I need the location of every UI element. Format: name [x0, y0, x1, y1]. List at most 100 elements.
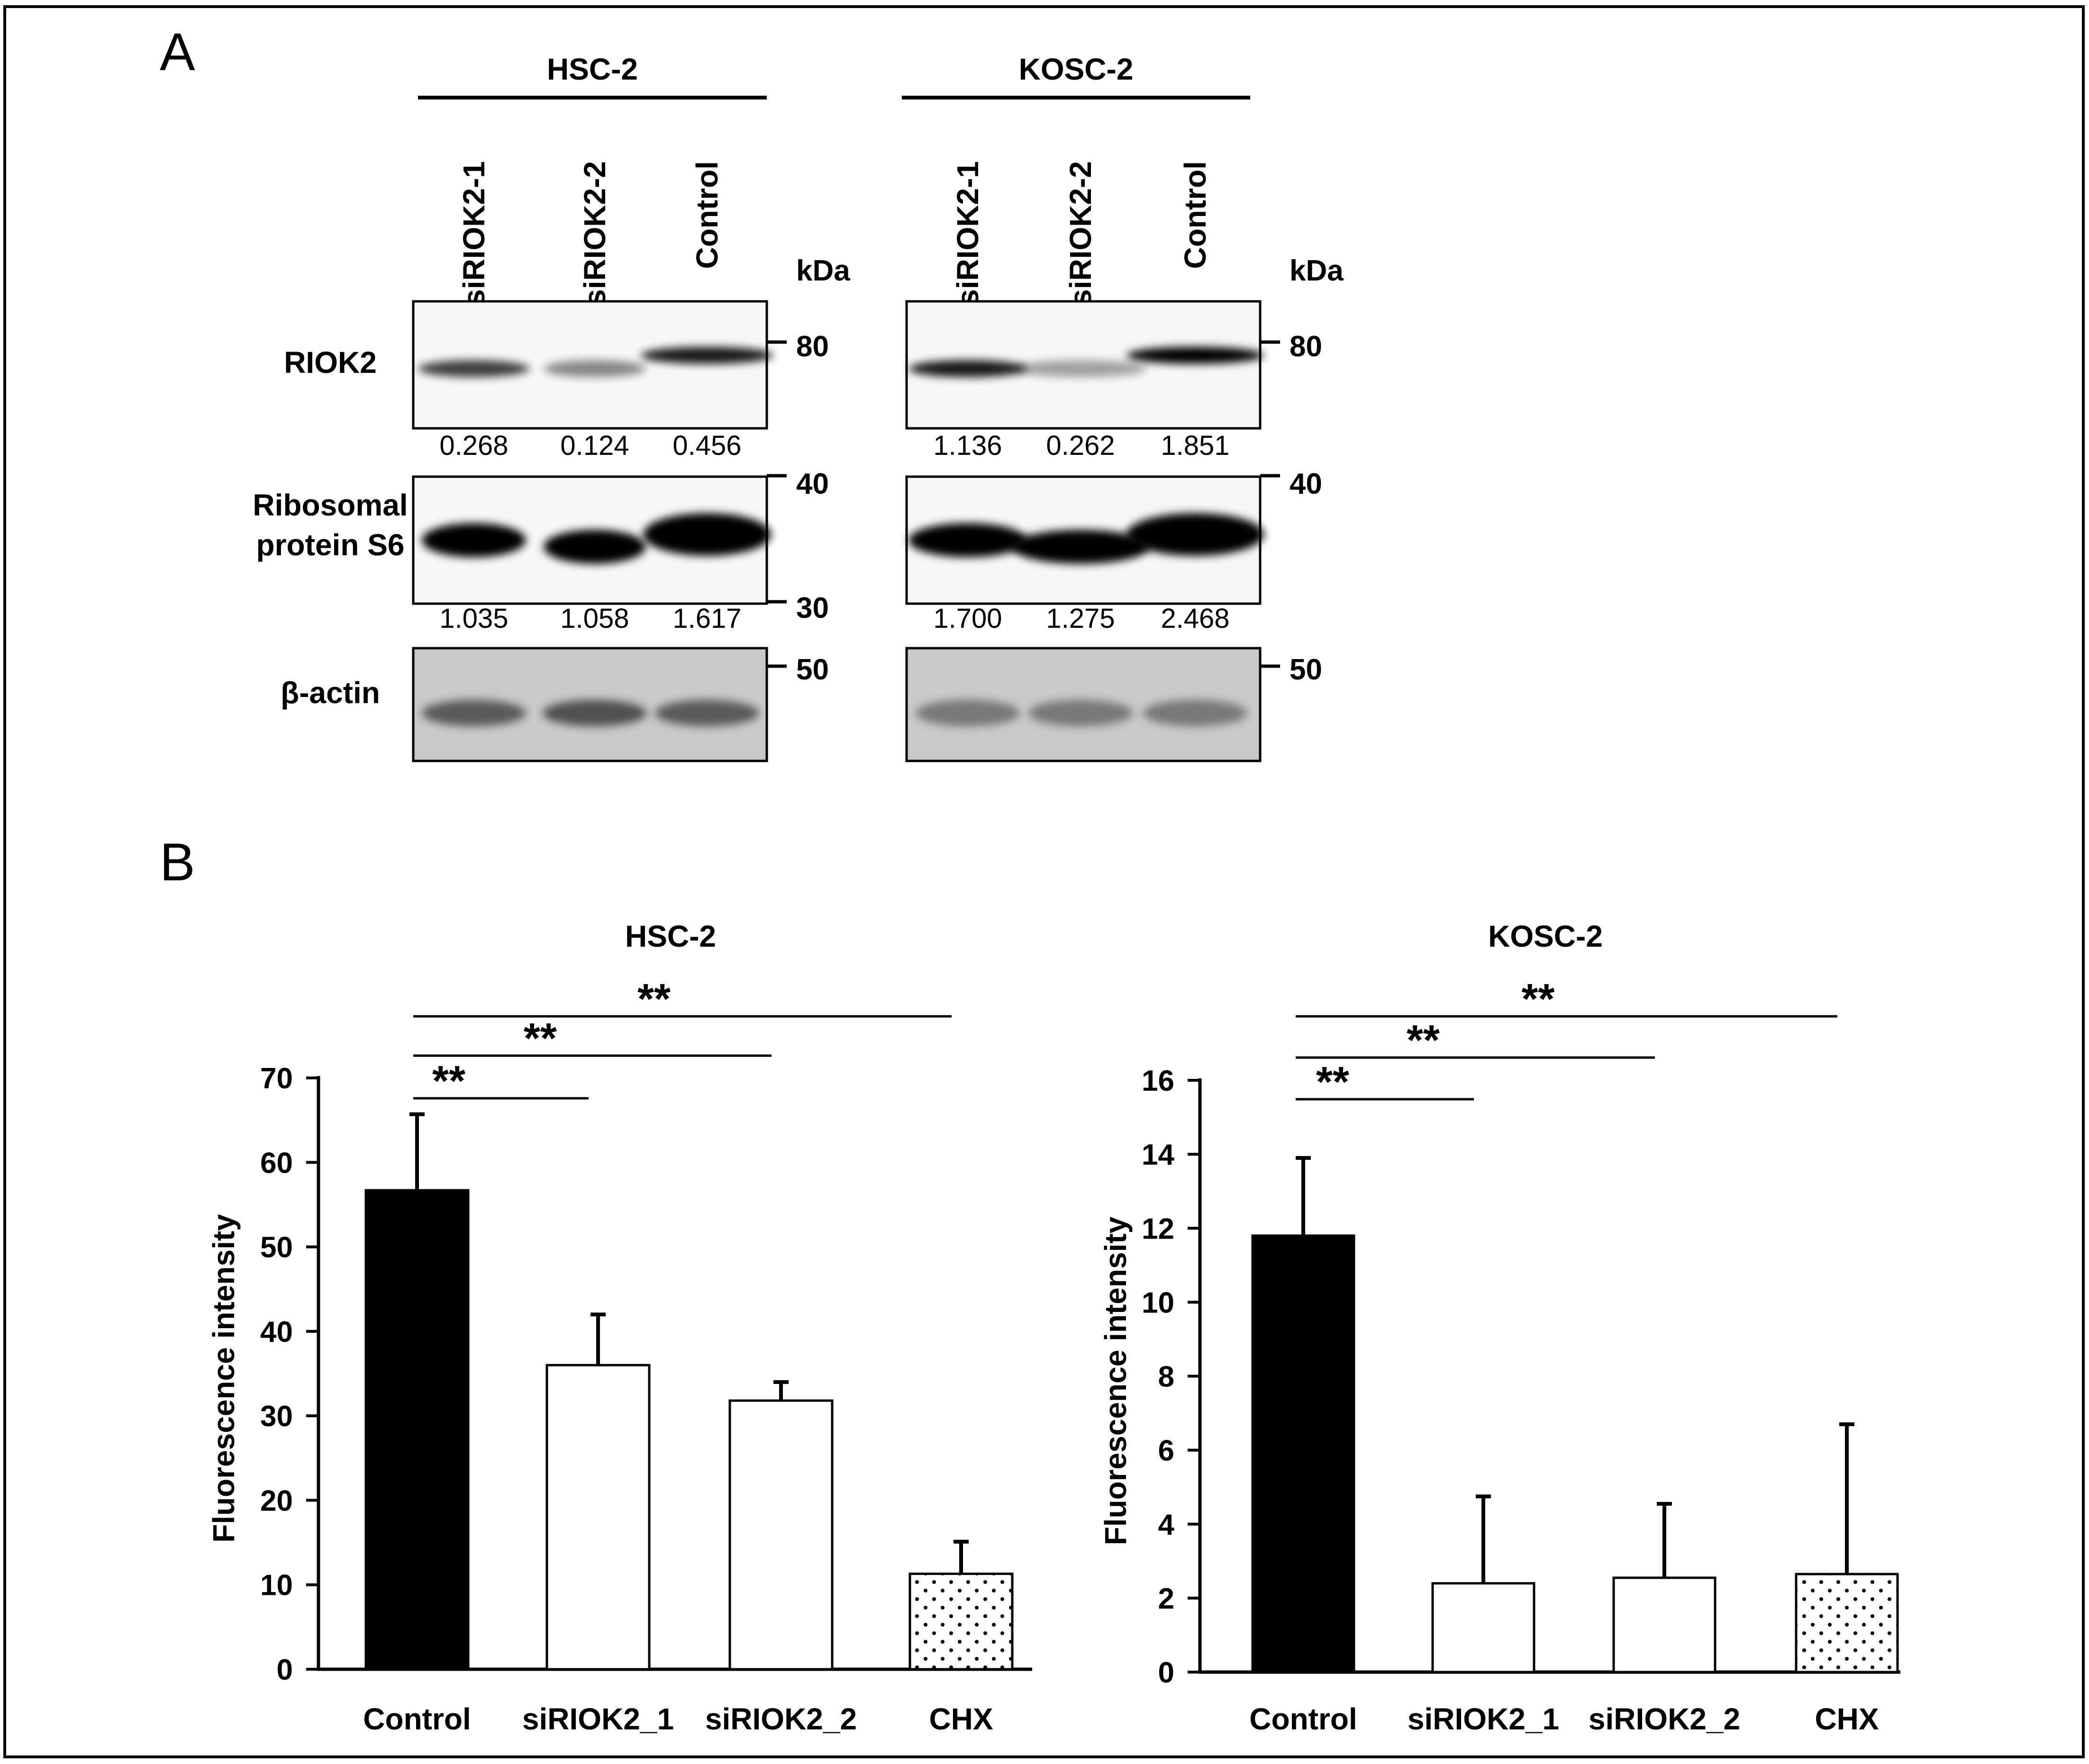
lane-label-siriok2-1: siRIOK2-1 — [951, 161, 985, 306]
y-tick-label: 30 — [260, 1400, 293, 1433]
y-axis-label: Fluorescence intensity — [1099, 1216, 1133, 1545]
protein-band — [418, 360, 530, 377]
significance-label: ** — [1521, 976, 1554, 1023]
x-tick-label: siRIOK2_1 — [1408, 1702, 1559, 1736]
blot-kosc-2: KOSC-2 siRIOK2-1 siRIOK2-2 Control kDa 80 1.13… — [902, 52, 1344, 762]
kda-label: kDa — [1290, 254, 1344, 287]
y-tick-label: 40 — [260, 1316, 293, 1348]
bar-control — [1251, 1234, 1355, 1674]
blot-row: 50 β-actin — [281, 647, 829, 762]
lane-label-control: Control — [690, 161, 724, 269]
blot-row: 40 1.700 1.275 2.468 — [905, 468, 1322, 634]
blot-cell-line-title: KOSC-2 — [1019, 52, 1134, 86]
y-tick-label: 16 — [1142, 1065, 1174, 1097]
blot-row: 50 — [905, 647, 1322, 762]
lane-label-siriok2-2: siRIOK2-2 — [578, 161, 612, 306]
band-quantification: 0.124 — [560, 430, 629, 461]
molecular-weight-marker: 80 — [1290, 330, 1322, 363]
protein-band — [655, 700, 759, 726]
chart-hsc-2: HSC-2 0 10 20 30 40 50 60 70 Fluorescence intensi… — [207, 919, 1032, 1736]
x-tick-label: CHX — [1815, 1702, 1879, 1736]
band-quantification: 0.262 — [1046, 430, 1115, 461]
blot-row: 40 30 1.035 1.058 1.617 Ribosomal protein S6 — [253, 468, 829, 634]
protein-band — [1014, 360, 1147, 377]
band-quantification: 1.035 — [439, 603, 508, 634]
protein-label: β-actin — [281, 676, 380, 710]
protein-band — [422, 700, 526, 726]
y-tick-label: 6 — [1158, 1435, 1174, 1467]
kda-label: kDa — [796, 254, 850, 287]
significance-label: ** — [432, 1058, 465, 1105]
protein-band — [544, 360, 646, 377]
significance-label: ** — [524, 1015, 557, 1062]
y-tick-label: 0 — [1158, 1656, 1174, 1689]
lane-label-control: Control — [1178, 161, 1212, 269]
bar-control — [364, 1189, 470, 1671]
y-tick-label: 8 — [1158, 1361, 1174, 1393]
y-tick-label: 4 — [1158, 1509, 1175, 1541]
y-tick-label: 0 — [277, 1654, 293, 1686]
bar-siriok2-1 — [1431, 1582, 1535, 1674]
protein-band — [544, 530, 646, 564]
bar-siriok2-2 — [1612, 1576, 1717, 1674]
protein-band — [1143, 700, 1247, 726]
protein-band — [908, 360, 1027, 377]
band-quantification: 2.468 — [1161, 603, 1229, 634]
x-tick-label: Control — [363, 1702, 471, 1736]
chart-title: HSC-2 — [625, 919, 716, 953]
y-tick-label: 20 — [260, 1484, 293, 1517]
panel-b-label: B — [160, 832, 195, 892]
band-quantification: 1.851 — [1161, 430, 1229, 461]
band-quantification: 1.136 — [933, 430, 1002, 461]
chart-title: KOSC-2 — [1488, 919, 1603, 953]
band-quantification: 1.275 — [1046, 603, 1115, 634]
molecular-weight-marker: 40 — [796, 468, 829, 500]
protein-band — [422, 523, 526, 557]
lane-label-siriok2-2: siRIOK2-2 — [1063, 161, 1098, 306]
y-tick-label: 60 — [260, 1147, 293, 1179]
y-tick-label: 10 — [260, 1569, 293, 1602]
band-quantification: 1.058 — [560, 603, 629, 634]
x-tick-label: CHX — [929, 1702, 993, 1736]
significance-label: ** — [1316, 1058, 1349, 1106]
significance-label: ** — [637, 976, 671, 1023]
x-tick-label: siRIOK2_1 — [522, 1702, 674, 1736]
molecular-weight-marker: 80 — [796, 330, 829, 363]
protein-label: protein S6 — [256, 528, 405, 562]
band-quantification: 0.456 — [672, 430, 741, 461]
blot-row: 80 1.136 0.262 1.851 — [905, 300, 1322, 461]
y-tick-label: 70 — [260, 1062, 293, 1095]
figure-border — [3, 5, 2085, 1758]
bar-siriok2-2 — [728, 1399, 834, 1671]
blot-row: 80 0.268 0.124 0.456 RIOK2 — [284, 300, 829, 461]
lane-label-siriok2-1: siRIOK2-1 — [457, 161, 491, 306]
band-quantification: 1.700 — [933, 603, 1002, 634]
protein-band — [643, 513, 771, 556]
panel-a-label: A — [160, 22, 195, 81]
protein-label: Ribosomal — [253, 488, 408, 522]
y-tick-label: 10 — [1142, 1286, 1174, 1319]
bar-siriok2-1 — [545, 1364, 651, 1671]
y-tick-label: 14 — [1142, 1139, 1174, 1171]
y-tick-label: 12 — [1142, 1212, 1174, 1245]
protein-band — [1126, 347, 1264, 364]
x-tick-label: Control — [1249, 1702, 1357, 1736]
x-tick-label: siRIOK2_2 — [1589, 1702, 1740, 1736]
protein-band — [543, 700, 647, 726]
y-tick-label: 2 — [1158, 1583, 1174, 1615]
x-tick-label: siRIOK2_2 — [705, 1702, 857, 1736]
western-blot-panel: HSC-2 siRIOK2-1 siRIOK2-2 Control kDa 80 0.268… — [253, 52, 1344, 762]
protein-band — [908, 523, 1027, 557]
bar-chx — [1795, 1573, 1899, 1674]
protein-band — [641, 347, 773, 364]
protein-band — [1126, 513, 1264, 556]
bar-chx — [908, 1573, 1014, 1671]
significance-label: ** — [1407, 1017, 1440, 1064]
band-quantification: 0.268 — [439, 430, 508, 461]
protein-label: RIOK2 — [284, 345, 377, 380]
protein-band — [1028, 700, 1133, 726]
blot-cell-line-title: HSC-2 — [547, 52, 638, 86]
y-axis-label: Fluorescence intensity — [207, 1214, 241, 1543]
